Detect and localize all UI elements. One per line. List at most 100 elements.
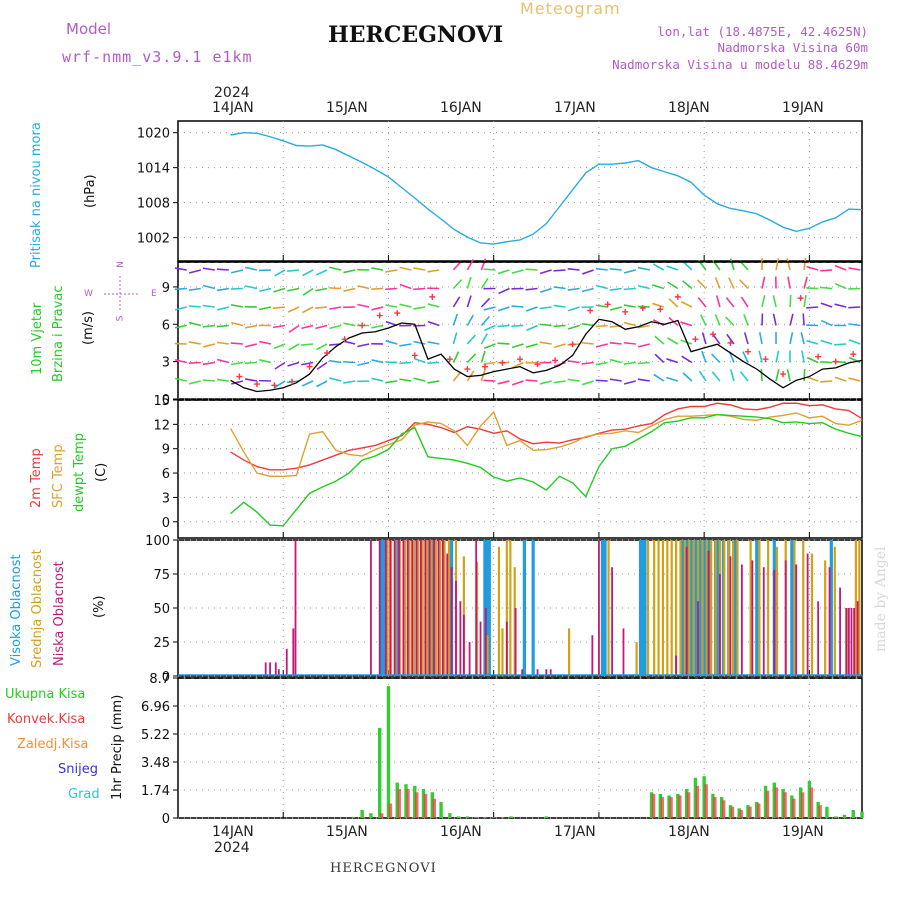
precip-bar-0-4 [386,686,391,818]
wind-arrow-132 [427,380,440,384]
wind-arrow-227 [623,321,636,327]
wind-arrow-235 [637,343,650,348]
wind-ytick-label-3: 9 [162,281,170,296]
wind-arrow-307 [786,369,791,382]
wind-arrow-236 [637,361,650,365]
wind-arrow-323 [820,286,833,290]
wind-arrow-50 [273,287,286,293]
wind-arrow-12 [188,361,201,365]
wind-ytick-label-0: 0 [162,393,170,408]
cloud-bar-1-33 [674,540,678,676]
wind-gust-point-11 [429,293,436,300]
wind-arrow-213 [595,324,608,328]
precip-frame [177,677,863,819]
wind-arrow-21 [216,268,229,271]
cloud-side-label-3: Niska Oblacnost [52,561,67,666]
wind-gust-point-23 [639,305,646,312]
wind-arrow-144 [466,334,476,345]
wind-gust-point-17 [534,361,541,368]
wind-arrow-275 [725,297,735,308]
wind-gust-point-7 [359,322,366,329]
wind-arrow-217 [609,268,622,271]
day-bottom-0: 14JAN [212,824,254,840]
cloud-bar-2-59 [847,608,850,676]
wind-arrow-71 [315,287,328,292]
wind-arrow-288 [761,276,766,289]
credit: made by Angel [873,546,889,653]
wind-gust-point-27 [709,331,716,338]
wind-arrow-225 [623,287,636,291]
precip-bar-0-5 [395,782,399,818]
cloud-bar-1-60 [858,540,861,676]
cloud-bar-2-3 [277,669,280,676]
precip-bar-1-15 [721,800,726,818]
wind-side-label-1: 10m Vjetar [30,302,45,375]
cloud-bar-0-15 [641,540,645,676]
cloud-bar-1-0 [386,540,389,676]
wind-arrow-315 [806,265,819,271]
precip-bar-0-1 [360,809,364,818]
wind-arrow-261 [697,297,707,308]
cloud-bar-2-57 [839,587,841,676]
cloud-bar-2-24 [450,567,453,676]
precip-bar-0-8 [421,789,426,818]
precip-bar-0-51 [798,787,803,818]
day-top-2: 16JAN [440,100,482,116]
wind-arrow-250 [666,358,679,364]
precip-bar-0-46 [755,801,759,818]
wind-arrow-328 [820,380,833,383]
precip-ytick-label-5: 8.7 [149,672,170,687]
wind-arrow-274 [728,277,735,289]
wind-arrow-316 [806,287,819,290]
clouds-ytick-label-3: 75 [153,568,170,583]
cloud-bar-1-48 [749,540,752,676]
precip-bar-1-12 [695,785,700,818]
wind-arrow-201 [567,360,580,364]
cloud-bar-1-27 [646,540,650,676]
wind-arrow-56 [286,269,300,272]
wind-arrow-26 [217,358,230,364]
wind-arrow-74 [316,343,328,351]
wind-arrow-53 [273,343,286,350]
wind-ylabel: (m/s) [81,311,96,345]
cloud-bar-2-54 [806,553,809,676]
cloud-bar-1-54 [802,540,805,676]
wind-arrow-178 [526,324,538,332]
wind-gust-point-32 [797,295,804,302]
wind-arrow-46 [259,340,272,345]
wind-gust-point-25 [674,293,681,300]
compass-south: S [115,315,126,322]
model-name: wrf-nmm_v3.9.1 e1km [62,48,253,66]
precip-bar-0-6 [404,784,408,818]
cloud-bar-2-5 [292,628,295,676]
precip-bar-0-11 [448,813,452,818]
pressure-ytick-label-3: 1020 [137,127,170,142]
clouds-ytick-label-4: 100 [145,534,170,549]
wind-arrow-73 [315,324,328,330]
wind-arrow-333 [834,343,847,346]
cloud-bar-2-28 [468,642,471,676]
wind-arrow-292 [758,350,763,363]
cloud-bar-2-41 [622,628,625,676]
cloud-bar-2-49 [751,560,754,676]
wind-arrow-79 [329,306,342,310]
cloud-bar-0-14 [638,540,643,676]
wind-arrow-312 [800,332,805,345]
cloud-bar-2-48 [740,564,743,676]
wind-arrow-184 [539,306,552,310]
wind-arrow-165 [497,342,510,345]
wind-arrow-212 [595,304,608,308]
temp-ylabel: (C) [94,462,109,482]
cloud-bar-0-12 [600,540,605,676]
wind-gust-point-24 [657,306,664,313]
cloud-bar-2-51 [773,569,776,676]
wind-arrow-112 [399,266,412,271]
precip-bar-0-53 [816,801,820,818]
pressure-side-label: Pritisak na nivou mora [29,122,44,268]
wind-arrow-95 [357,343,370,348]
temp-line-2 [230,413,863,527]
wind-arrow-125 [413,377,426,382]
wind-arrow-54 [274,361,286,370]
temp-line-0 [230,402,863,471]
